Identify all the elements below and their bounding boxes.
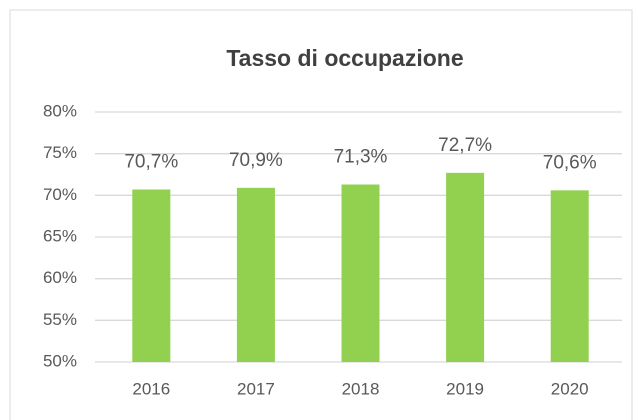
data-label: 70,6% xyxy=(543,152,597,173)
x-tick-label: 2019 xyxy=(446,379,484,398)
bar xyxy=(341,184,380,362)
y-tick-label: 75% xyxy=(43,143,77,162)
data-label: 72,7% xyxy=(438,135,492,156)
x-tick-label: 2016 xyxy=(132,379,170,398)
chart-title: Tasso di occupazione xyxy=(226,45,463,71)
chart-border xyxy=(9,9,633,420)
y-tick-label: 60% xyxy=(43,268,77,287)
y-tick-label: 70% xyxy=(43,185,77,204)
y-tick-label: 65% xyxy=(43,226,77,245)
y-tick-label: 80% xyxy=(43,101,77,120)
bar xyxy=(236,187,275,362)
bar xyxy=(550,190,589,362)
data-label: 71,3% xyxy=(334,147,388,168)
bar xyxy=(446,172,485,362)
x-tick-label: 2020 xyxy=(551,379,589,398)
y-tick-label: 50% xyxy=(43,351,77,370)
x-tick-label: 2018 xyxy=(342,379,380,398)
data-label: 70,7% xyxy=(124,152,178,173)
x-tick-label: 2017 xyxy=(237,379,275,398)
y-tick-label: 55% xyxy=(43,310,77,329)
data-label: 70,9% xyxy=(229,150,283,171)
bar xyxy=(132,189,171,362)
